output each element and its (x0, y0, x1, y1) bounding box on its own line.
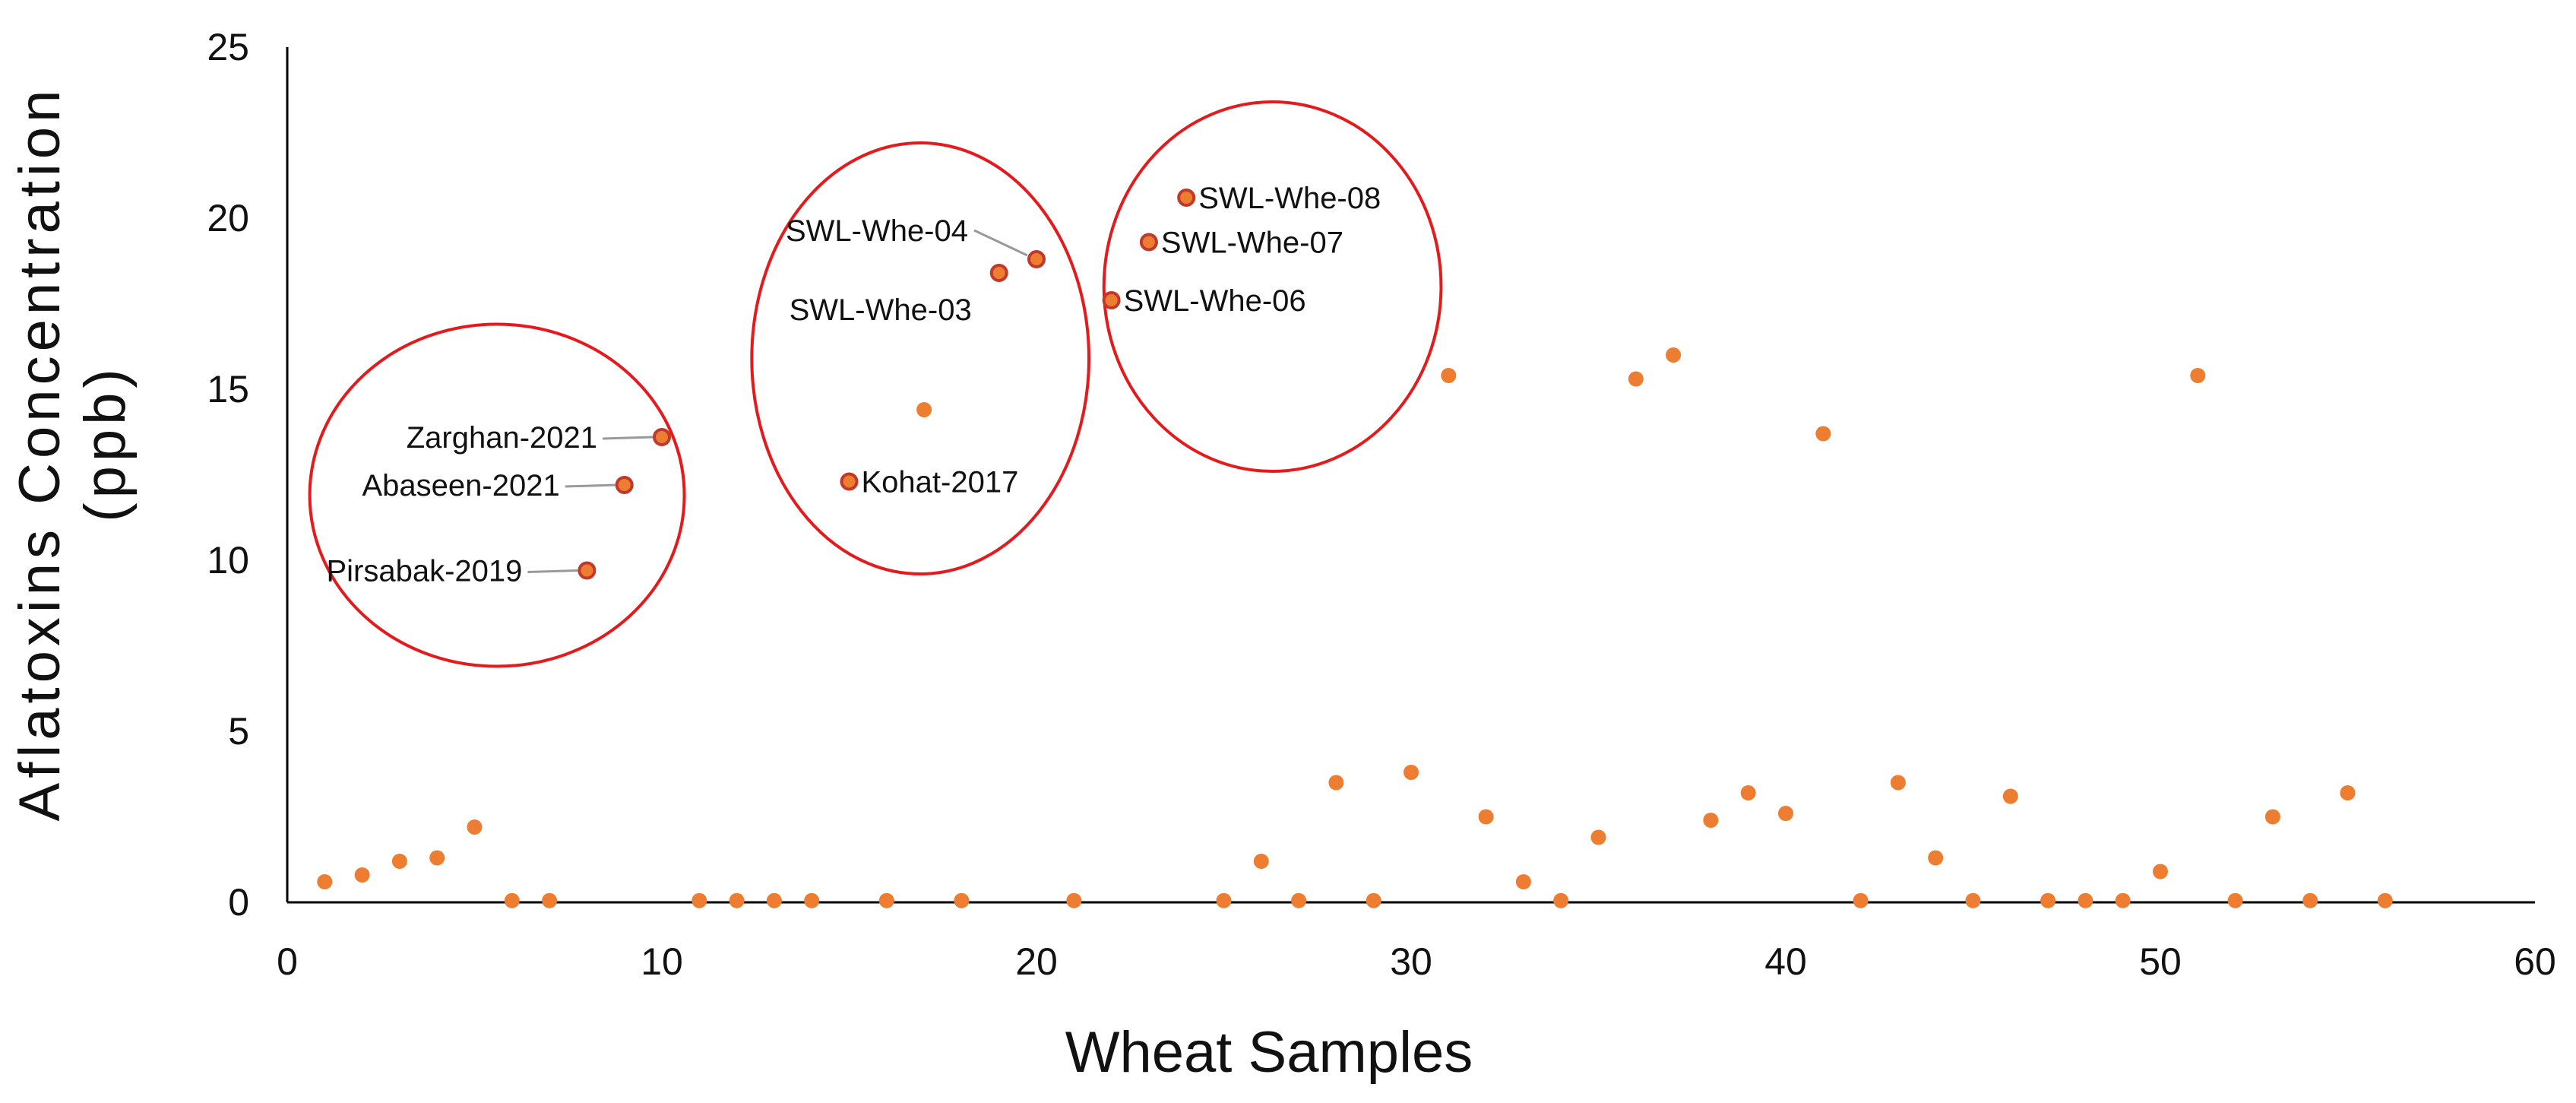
data-point (1139, 233, 1158, 252)
y-tick-label: 25 (207, 26, 249, 68)
y-axis-title-line-2: (ppb) (73, 364, 138, 521)
highlight-circle (1102, 100, 1443, 473)
data-point (1703, 813, 1719, 828)
data-point (542, 892, 558, 908)
data-point (1216, 892, 1232, 908)
y-tick-label: 20 (207, 197, 249, 239)
y-tick-label: 5 (228, 710, 249, 753)
annotation-label: SWL-Whe-06 (1124, 284, 1306, 318)
data-point (2264, 809, 2280, 825)
data-point (691, 892, 707, 908)
data-point (1590, 829, 1606, 845)
data-point (354, 867, 370, 883)
data-point (578, 561, 597, 580)
highlight-circles (308, 100, 1443, 668)
annotation-leaders (527, 229, 1028, 573)
data-point (1478, 809, 1494, 825)
x-tick-label: 40 (1764, 940, 1807, 983)
y-tick-label: 0 (228, 881, 249, 924)
x-tick-label: 20 (1015, 940, 1058, 983)
axes (286, 47, 2535, 904)
data-point (391, 854, 407, 869)
x-tick-label: 30 (1390, 940, 1432, 983)
data-points (317, 189, 2393, 908)
data-point (2190, 368, 2206, 383)
data-point (504, 892, 520, 908)
data-point (840, 472, 859, 491)
data-point (1778, 806, 1793, 821)
data-point (615, 476, 634, 494)
data-point (467, 819, 483, 835)
annotation-label: SWL-Whe-03 (790, 293, 972, 327)
data-point (766, 892, 782, 908)
annotation-label: Abaseen-2021 (362, 469, 559, 502)
data-point (1066, 892, 1082, 908)
annotation-label: Kohat-2017 (862, 466, 1019, 499)
data-point (2078, 892, 2093, 908)
data-point (1328, 775, 1344, 791)
annotation-leader-line (565, 483, 616, 488)
data-point (1441, 368, 1457, 383)
annotation-label: SWL-Whe-04 (786, 214, 968, 248)
data-point (2002, 788, 2018, 804)
data-point (2040, 892, 2056, 908)
data-point (1253, 854, 1269, 869)
data-point (1177, 189, 1196, 207)
x-tick-label: 0 (277, 940, 298, 983)
data-point (2377, 892, 2393, 908)
y-axis-title-line-1: Aflatoxins Concentration (8, 86, 72, 822)
data-point (2153, 864, 2168, 880)
annotation-leader-line (602, 436, 653, 440)
highlight-circle (308, 322, 686, 668)
y-tick-label: 15 (207, 368, 249, 410)
y-tick-label: 10 (207, 539, 249, 582)
highlight-circle (750, 141, 1091, 575)
x-tick-label: 10 (641, 940, 683, 983)
x-tick-label: 60 (2514, 940, 2556, 983)
data-point (1815, 426, 1831, 442)
data-point (729, 892, 745, 908)
data-point (653, 428, 671, 446)
data-point (1740, 785, 1756, 800)
annotation-label: SWL-Whe-07 (1161, 227, 1343, 260)
data-point (1928, 850, 1944, 866)
tick-labels: 0 10 20 30 40 50 60 0 5 10 15 20 25 (207, 26, 2555, 983)
y-axis-title: Aflatoxins Concentration (ppb) (8, 65, 138, 822)
data-point (1628, 371, 1644, 387)
annotation-label: Zarghan-2021 (407, 421, 597, 455)
data-point (1553, 892, 1569, 908)
data-point (1853, 892, 1869, 908)
data-point (2115, 892, 2131, 908)
data-point (1102, 291, 1121, 309)
data-point (1666, 347, 1682, 363)
x-axis-title: Wheat Samples (1065, 1020, 1473, 1085)
data-point (1404, 765, 1419, 780)
annotation-label: SWL-Whe-08 (1198, 182, 1381, 215)
data-point (878, 892, 894, 908)
data-point (954, 892, 970, 908)
data-point (1366, 892, 1381, 908)
data-point (2227, 892, 2243, 908)
data-point (1027, 250, 1046, 268)
data-point (989, 264, 1008, 282)
annotation-leader-line (527, 569, 578, 573)
annotation-labels: Zarghan-2021 Abaseen-2021 Pirsabak-2019 Koh… (326, 182, 1381, 588)
data-point (317, 874, 333, 889)
data-point (1291, 892, 1307, 908)
data-point (2340, 785, 2356, 800)
data-point (2302, 892, 2318, 908)
data-point (804, 892, 820, 908)
data-point (1965, 892, 1981, 908)
data-point (1890, 775, 1906, 791)
data-point (1515, 874, 1531, 889)
x-tick-label: 50 (2139, 940, 2182, 983)
annotation-leader-line (973, 229, 1028, 257)
data-point (916, 402, 932, 417)
data-point (429, 850, 445, 866)
annotation-label: Pirsabak-2019 (326, 555, 522, 588)
